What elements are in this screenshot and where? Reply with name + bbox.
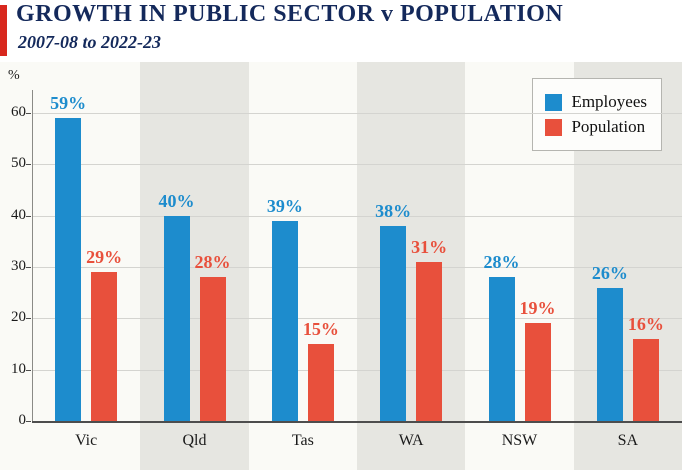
bar-employees-nsw	[488, 277, 515, 421]
gridline	[32, 369, 682, 371]
category-label-nsw: NSW	[501, 432, 538, 449]
bar-value-label: 16%	[627, 313, 664, 334]
background-stripe	[357, 62, 466, 470]
category-label-vic: Vic	[75, 432, 98, 449]
bar-value-label: 31%	[411, 236, 448, 257]
bar-population-vic	[91, 272, 118, 421]
y-tick-label: 50	[11, 155, 26, 172]
bar-employees-wa	[380, 225, 407, 421]
bar-employees-sa	[596, 287, 623, 421]
bar-value-label: 28%	[483, 252, 520, 273]
legend-label: Employees	[571, 92, 647, 111]
legend-item-population: Population	[545, 117, 647, 137]
chart-header: GROWTH IN PUBLIC SECTOR v POPULATION 200…	[0, 0, 682, 62]
bar-population-nsw	[524, 323, 551, 421]
bar-value-label: 39%	[266, 195, 303, 216]
category-label-tas: Tas	[291, 432, 314, 449]
background-stripe	[140, 62, 249, 470]
legend-label: Population	[571, 117, 646, 136]
y-tick-mark	[26, 113, 31, 114]
legend-item-employees: Employees	[545, 92, 647, 112]
chart-title: GROWTH IN PUBLIC SECTOR v POPULATION	[16, 1, 564, 27]
y-tick-label: 10	[11, 360, 26, 377]
bar-value-label: 38%	[375, 200, 412, 221]
y-tick-mark	[26, 164, 31, 166]
category-label-qld: Qld	[182, 432, 207, 449]
y-axis-line	[32, 90, 33, 421]
gridline	[32, 267, 682, 268]
y-tick-label: 60	[11, 104, 26, 120]
bar-population-qld	[199, 277, 226, 421]
bar-value-label: 26%	[591, 262, 628, 283]
y-tick-mark	[26, 318, 31, 320]
bar-value-label: 19%	[519, 298, 556, 319]
y-tick-label: 30	[11, 258, 26, 274]
bar-value-label: 40%	[158, 190, 195, 211]
gridline	[32, 113, 682, 114]
bar-population-sa	[632, 338, 659, 421]
legend-swatch-icon	[545, 93, 563, 111]
y-axis-unit-label: %	[8, 68, 20, 83]
bar-employees-tas	[271, 220, 298, 421]
category-label-sa: SA	[617, 432, 639, 449]
y-tick-label: 0	[18, 412, 27, 428]
chart-subtitle: 2007-08 to 2022-23	[18, 32, 161, 52]
bar-value-label: 15%	[302, 319, 339, 339]
legend: Employees Population	[532, 78, 662, 151]
chart-area: % Employees Population 0 10 20 30 40 50 60 59% 40…	[0, 62, 682, 470]
bar-value-label: 29%	[86, 247, 123, 268]
y-tick-label: 20	[11, 309, 26, 326]
bar-population-wa	[416, 261, 443, 421]
bar-value-label: 28%	[194, 252, 231, 273]
y-tick-mark	[26, 215, 31, 217]
y-tick-mark	[26, 369, 31, 371]
red-accent-bar	[0, 5, 7, 56]
y-tick-mark	[26, 421, 31, 422]
bar-value-label: 59%	[50, 93, 87, 114]
gridline	[32, 215, 682, 217]
bar-population-tas	[307, 344, 334, 421]
bar-employees-vic	[55, 118, 82, 421]
x-axis-line	[32, 421, 682, 423]
y-tick-label: 40	[11, 206, 26, 223]
legend-swatch-icon	[545, 118, 563, 136]
bar-employees-qld	[163, 215, 190, 421]
gridline	[32, 164, 682, 166]
y-tick-mark	[26, 267, 31, 268]
gridline	[32, 318, 682, 320]
category-label-wa: WA	[398, 432, 424, 449]
